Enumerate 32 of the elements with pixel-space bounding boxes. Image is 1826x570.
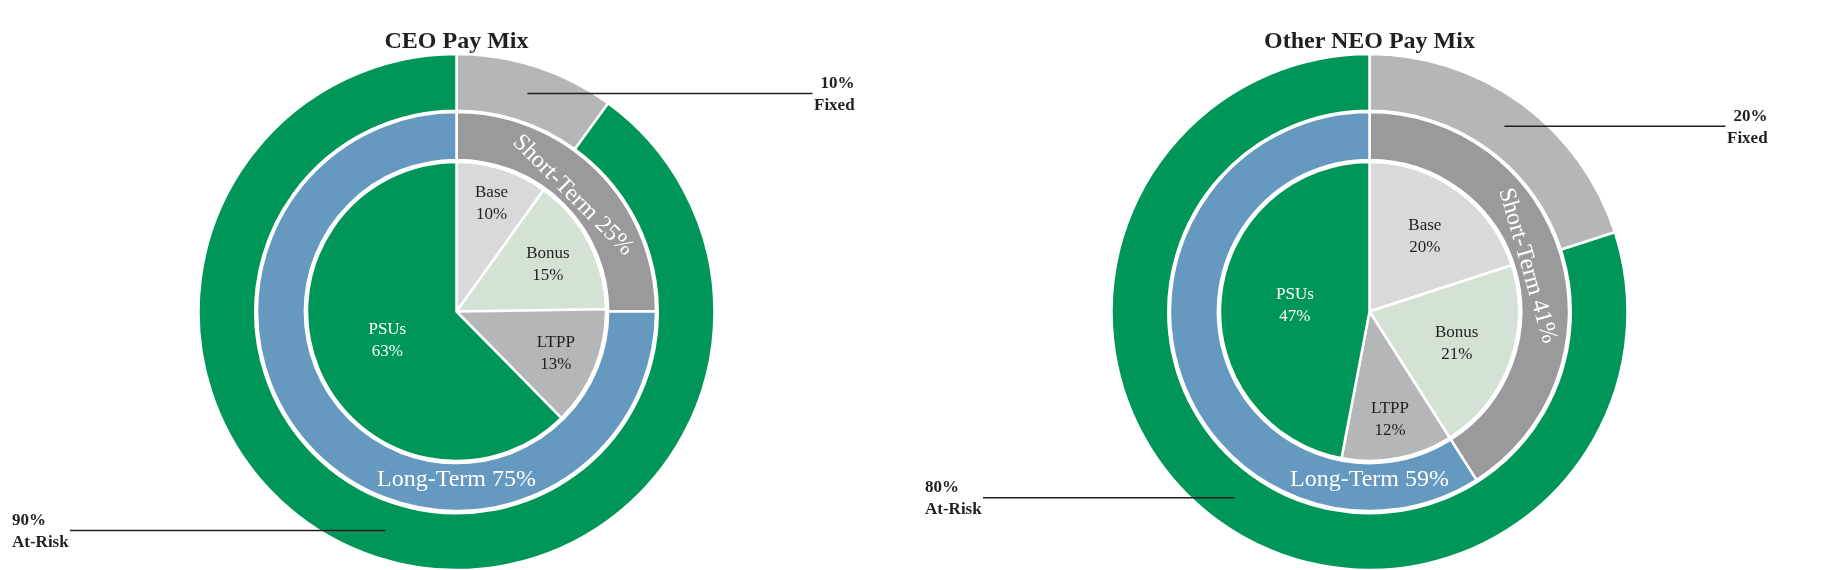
slice-label: Fixed — [814, 95, 856, 115]
data-label: 80% — [925, 477, 959, 496]
slice-label: PSUs — [368, 319, 407, 339]
data-label: 63% — [371, 341, 403, 361]
data-label: 20% — [1733, 106, 1768, 125]
donut-slice — [197, 52, 716, 570]
slice-label: Base — [474, 182, 508, 202]
slice-label: Long-Term 75% — [376, 465, 536, 492]
chart-title: CEO Pay Mix — [384, 27, 529, 54]
slice-label: LTPP — [1370, 398, 1409, 418]
slice-label: Bonus — [525, 243, 570, 263]
slice-label: LTPP — [536, 331, 575, 351]
slice-label: PSUs — [1275, 284, 1314, 304]
data-label: 21% — [1440, 344, 1473, 364]
slice-label: At-Risk — [925, 499, 983, 519]
data-label: 10% — [820, 73, 855, 92]
data-label: 47% — [1279, 306, 1311, 326]
data-label: 13% — [540, 354, 572, 374]
slice-label: Fixed — [1727, 128, 1769, 148]
chart-title: Other NEO Pay Mix — [1264, 27, 1475, 54]
slice-label: Short-Term 41% — [1494, 184, 1564, 347]
data-label: 10% — [475, 204, 507, 224]
slice-label: Base — [1408, 215, 1442, 235]
slice-label: Bonus — [1434, 322, 1479, 342]
data-label: 20% — [1409, 237, 1441, 257]
donut-slice — [256, 112, 657, 512]
slice-label: Long-Term 59% — [1289, 465, 1449, 492]
slice-label: At-Risk — [12, 532, 70, 552]
data-label: 12% — [1374, 420, 1406, 440]
donut-slice — [1110, 52, 1629, 570]
data-label: 90% — [12, 510, 46, 529]
data-label: 15% — [532, 265, 564, 285]
